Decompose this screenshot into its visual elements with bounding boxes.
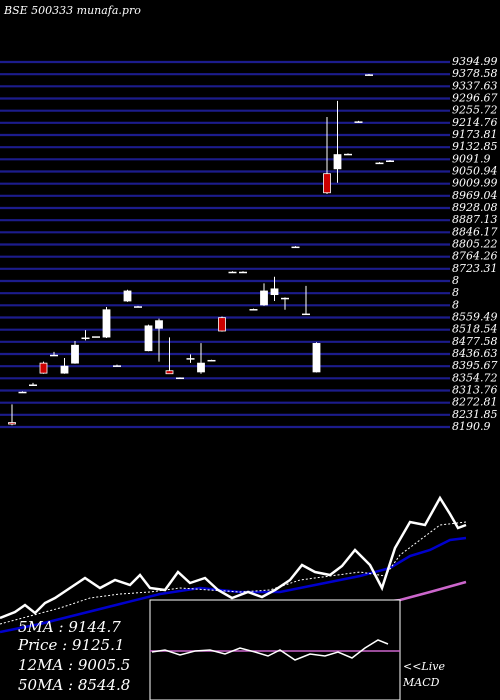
ma12-line xyxy=(0,536,467,634)
candle xyxy=(29,382,37,387)
candle xyxy=(260,283,268,306)
candle xyxy=(312,342,321,373)
candle xyxy=(197,343,205,374)
legend-ma50: 50MA : 8544.8 xyxy=(18,676,130,694)
price-tick-label: 8928.08 xyxy=(452,201,498,214)
price-tick-label: 8764.26 xyxy=(452,250,498,263)
legend-ma5: 5MA : 9144.7 xyxy=(18,618,121,636)
price-grid xyxy=(0,60,450,429)
price-tick-label: 9255.72 xyxy=(452,104,498,117)
price-tick-label: 8313.76 xyxy=(452,384,498,397)
candle xyxy=(144,324,153,352)
price-tick-label: 8354.72 xyxy=(452,371,498,384)
price-tick-label: 8395.67 xyxy=(452,359,498,372)
candle xyxy=(134,305,142,308)
price-tick-label: 8518.54 xyxy=(452,323,498,336)
candle xyxy=(228,271,237,274)
candle xyxy=(291,246,300,249)
price-line xyxy=(0,495,467,620)
candle xyxy=(375,162,384,165)
candle xyxy=(92,336,100,338)
candle xyxy=(344,153,352,156)
price-tick-label: 8 xyxy=(452,298,459,311)
candle xyxy=(18,391,27,394)
candle xyxy=(386,160,394,162)
candle xyxy=(186,354,195,363)
price-tick-label: 8846.17 xyxy=(452,225,498,238)
candle xyxy=(155,318,163,362)
price-tick-label: 8436.63 xyxy=(452,347,498,360)
price-tick-label: 8887.13 xyxy=(452,213,498,226)
candle xyxy=(218,316,226,332)
candles xyxy=(8,73,394,426)
macd-line xyxy=(151,639,389,661)
candle xyxy=(50,351,58,357)
price-tick-label: 8 xyxy=(452,274,459,287)
macd-label: MACD xyxy=(402,676,440,689)
candle xyxy=(8,404,16,426)
ma5-line xyxy=(0,521,467,625)
price-tick-label: 8805.22 xyxy=(452,238,498,251)
candle xyxy=(249,308,258,311)
price-tick-label: 8477.58 xyxy=(452,335,498,348)
price-tick-label: 8272.81 xyxy=(452,396,498,409)
candle xyxy=(281,297,289,310)
price-tick-label: 9173.81 xyxy=(452,128,498,141)
price-tick-label: 9132.85 xyxy=(452,140,498,153)
candle xyxy=(323,116,331,194)
price-tick-label: 8969.04 xyxy=(452,189,498,202)
price-tick-label: 8 xyxy=(452,286,459,299)
candle xyxy=(302,285,310,316)
candle xyxy=(333,100,342,183)
macd-live-label[interactable]: <<Live xyxy=(403,660,445,673)
candle xyxy=(176,377,184,380)
price-axis: 9394.999378.589337.639296.679255.729214.… xyxy=(452,55,498,433)
legend-ma12: 12MA : 9005.5 xyxy=(18,656,130,674)
candle xyxy=(123,289,132,302)
macd-box xyxy=(149,599,401,700)
price-tick-label: 9378.58 xyxy=(452,67,498,80)
price-tick-label: 9296.67 xyxy=(452,92,498,105)
candle xyxy=(71,341,79,364)
price-tick-label: 9214.76 xyxy=(452,116,498,129)
candle xyxy=(81,330,90,341)
candle xyxy=(102,307,111,338)
price-tick-label: 9394.99 xyxy=(452,55,498,68)
candle xyxy=(207,359,216,362)
candle xyxy=(354,120,363,123)
legend-price: Price : 9125.1 xyxy=(17,636,124,654)
price-tick-label: 8231.85 xyxy=(452,408,498,421)
price-tick-label: 9337.63 xyxy=(452,79,498,92)
candle xyxy=(239,271,247,274)
chart-title: BSE 500333 munafa.pro xyxy=(3,4,141,17)
candle xyxy=(113,364,121,367)
price-tick-label: 9091.9 xyxy=(452,152,491,165)
price-tick-label: 8723.31 xyxy=(452,262,498,275)
candle xyxy=(39,361,48,374)
macd-panel xyxy=(149,599,401,700)
price-tick-label: 8190.9 xyxy=(452,420,491,433)
candle xyxy=(60,357,69,374)
candle xyxy=(365,73,373,76)
candle xyxy=(270,276,279,301)
candle xyxy=(165,337,174,375)
price-tick-label: 9009.99 xyxy=(452,177,498,190)
price-tick-label: 9050.94 xyxy=(452,165,498,178)
price-tick-label: 8559.49 xyxy=(452,311,498,324)
